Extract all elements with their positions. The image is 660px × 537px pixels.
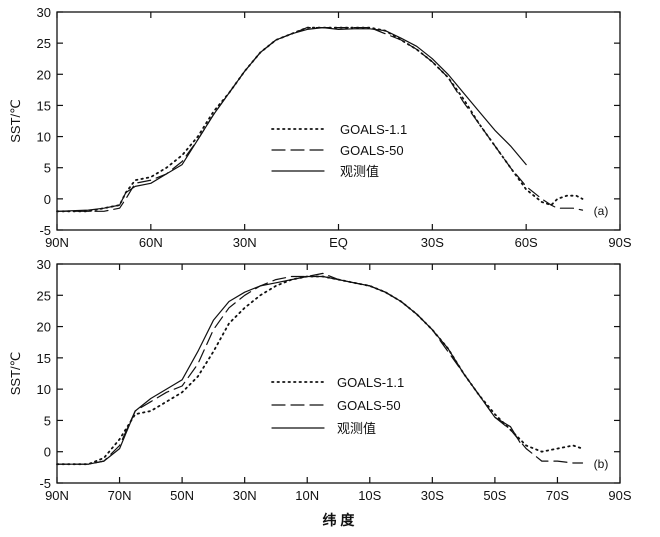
- y-tick-label: 5: [44, 161, 51, 176]
- series-line-dashed: [56, 272, 584, 465]
- x-tick-label: 60N: [139, 235, 163, 250]
- legend: GOALS-1.1 GOALS-50 观测值: [271, 122, 407, 179]
- x-tick-label: 90S: [608, 235, 631, 250]
- x-tick-label: 30S: [421, 488, 444, 503]
- legend-label: GOALS-1.1: [340, 122, 407, 137]
- legend-label: GOALS-50: [340, 143, 404, 158]
- y-axis-title: SST/℃: [8, 352, 23, 396]
- y-tick-label: 0: [44, 445, 51, 460]
- series-line-solid: [56, 27, 527, 212]
- y-tick-label: 20: [37, 67, 51, 82]
- x-tick-label: 60S: [515, 235, 538, 250]
- series-line-dashed: [56, 27, 584, 212]
- x-tick-label: 50N: [170, 488, 194, 503]
- legend-label: 观测值: [340, 164, 379, 179]
- y-tick-label: 0: [44, 192, 51, 207]
- y-axis-title: SST/℃: [8, 99, 23, 143]
- plot-frame: [56, 11, 621, 231]
- legend-label: GOALS-1.1: [337, 375, 404, 390]
- x-tick-label: 70N: [108, 488, 132, 503]
- x-tick-label: 90S: [608, 488, 631, 503]
- legend-label: GOALS-50: [337, 398, 401, 413]
- x-tick-label: 90N: [45, 235, 69, 250]
- series-line-dotted: [56, 26, 584, 213]
- y-tick-label: 15: [37, 351, 51, 366]
- y-tick-label: 5: [44, 413, 51, 428]
- x-tick-label: 70S: [546, 488, 569, 503]
- x-tick-label: 30N: [233, 235, 257, 250]
- x-tick-label: 30N: [233, 488, 257, 503]
- y-tick-label: 10: [37, 382, 51, 397]
- x-tick-label: 10S: [358, 488, 381, 503]
- series-line-solid: [56, 275, 521, 465]
- y-tick-label: -5: [39, 476, 51, 491]
- x-tick-label: 90N: [45, 488, 69, 503]
- x-axis-title: 纬 度: [323, 512, 356, 528]
- panel-label: (b): [594, 457, 609, 471]
- panel-b: -5 0 5 10 15 20 25 30 90N 70N 50N 30N 10N 10S 30S 50S 70…: [8, 257, 632, 528]
- y-tick-label: 25: [37, 36, 51, 51]
- y-tick-label: 20: [37, 320, 51, 335]
- panel-label: (a): [594, 204, 609, 218]
- y-tick-label: 10: [37, 130, 51, 145]
- x-tick-label: 50S: [483, 488, 506, 503]
- y-tick-label: 30: [37, 5, 51, 20]
- series-line-dotted: [56, 275, 584, 466]
- x-tick-label: 10N: [295, 488, 319, 503]
- legend-label: 观测值: [337, 421, 376, 436]
- x-tick-label: EQ: [329, 235, 348, 250]
- y-tick-label: 25: [37, 288, 51, 303]
- y-tick-label: 30: [37, 257, 51, 272]
- panel-a: -5 0 5 10 15 20 25 30 90N 60N 30N EQ 30S 60S 90S SST/℃ G…: [8, 5, 632, 250]
- legend: GOALS-1.1 GOALS-50 观测值: [271, 375, 404, 436]
- y-tick-label: -5: [39, 223, 51, 238]
- plot-frame: [56, 263, 621, 484]
- y-tick-label: 15: [37, 98, 51, 113]
- x-tick-label: 30S: [421, 235, 444, 250]
